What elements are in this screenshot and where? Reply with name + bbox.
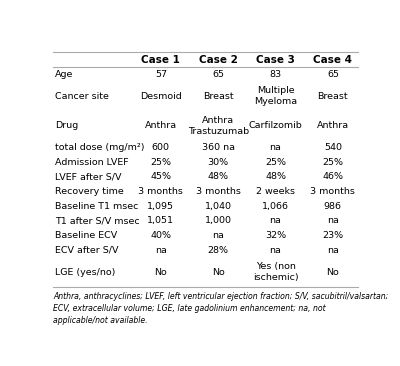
Text: 986: 986 <box>324 202 342 211</box>
Text: 3 months: 3 months <box>196 187 241 196</box>
Text: Age: Age <box>55 70 73 79</box>
Text: 25%: 25% <box>265 158 286 167</box>
Text: na: na <box>212 231 224 240</box>
Text: 1,095: 1,095 <box>147 202 174 211</box>
Text: No: No <box>326 268 339 277</box>
Text: Multiple
Myeloma: Multiple Myeloma <box>254 86 297 107</box>
Text: Anthra: Anthra <box>145 121 177 130</box>
Text: na: na <box>270 143 282 152</box>
Text: LVEF after S/V: LVEF after S/V <box>55 172 121 182</box>
Text: 48%: 48% <box>265 172 286 182</box>
Text: Breast: Breast <box>203 92 234 101</box>
Text: 1,051: 1,051 <box>147 216 174 225</box>
Text: Drug: Drug <box>55 121 78 130</box>
Text: ECV after S/V: ECV after S/V <box>55 246 118 255</box>
Text: Breast: Breast <box>318 92 348 101</box>
Text: 57: 57 <box>155 70 167 79</box>
Text: Recovery time: Recovery time <box>55 187 123 196</box>
Text: 25%: 25% <box>322 158 343 167</box>
Text: 1,040: 1,040 <box>205 202 232 211</box>
Text: na: na <box>270 246 282 255</box>
Text: 1,066: 1,066 <box>262 202 289 211</box>
Text: Case 2: Case 2 <box>199 55 238 65</box>
Text: 40%: 40% <box>150 231 171 240</box>
Text: 65: 65 <box>327 70 339 79</box>
Text: Carfilzomib: Carfilzomib <box>249 121 302 130</box>
Text: 540: 540 <box>324 143 342 152</box>
Text: 1,000: 1,000 <box>205 216 232 225</box>
Text: na: na <box>155 246 167 255</box>
Text: 3 months: 3 months <box>138 187 183 196</box>
Text: Cancer site: Cancer site <box>55 92 108 101</box>
Text: No: No <box>212 268 224 277</box>
Text: Case 3: Case 3 <box>256 55 295 65</box>
Text: 28%: 28% <box>208 246 229 255</box>
Text: Desmoid: Desmoid <box>140 92 182 101</box>
Text: total dose (mg/m²): total dose (mg/m²) <box>55 143 144 152</box>
Text: na: na <box>270 216 282 225</box>
Text: Anthra: Anthra <box>317 121 349 130</box>
Text: Case 4: Case 4 <box>313 55 352 65</box>
Text: 2 weeks: 2 weeks <box>256 187 295 196</box>
Text: 25%: 25% <box>150 158 171 167</box>
Text: No: No <box>154 268 167 277</box>
Text: Case 1: Case 1 <box>141 55 180 65</box>
Text: Baseline ECV: Baseline ECV <box>55 231 117 240</box>
Text: 65: 65 <box>212 70 224 79</box>
Text: 30%: 30% <box>208 158 229 167</box>
Text: Baseline T1 msec: Baseline T1 msec <box>55 202 138 211</box>
Text: Anthra, anthracyclines; LVEF, left ventricular ejection fraction; S/V, sacubitri: Anthra, anthracyclines; LVEF, left ventr… <box>53 292 388 325</box>
Text: Anthra
Trastuzumab: Anthra Trastuzumab <box>188 116 249 136</box>
Text: T1 after S/V msec: T1 after S/V msec <box>55 216 139 225</box>
Text: Yes (non
ischemic): Yes (non ischemic) <box>253 262 298 282</box>
Text: 46%: 46% <box>322 172 343 182</box>
Text: na: na <box>327 216 339 225</box>
Text: 600: 600 <box>152 143 170 152</box>
Text: 48%: 48% <box>208 172 229 182</box>
Text: 23%: 23% <box>322 231 344 240</box>
Text: na: na <box>327 246 339 255</box>
Text: 32%: 32% <box>265 231 286 240</box>
Text: 360 na: 360 na <box>202 143 235 152</box>
Text: 45%: 45% <box>150 172 171 182</box>
Text: Admission LVEF: Admission LVEF <box>55 158 128 167</box>
Text: 83: 83 <box>270 70 282 79</box>
Text: 3 months: 3 months <box>310 187 355 196</box>
Text: LGE (yes/no): LGE (yes/no) <box>55 268 115 277</box>
